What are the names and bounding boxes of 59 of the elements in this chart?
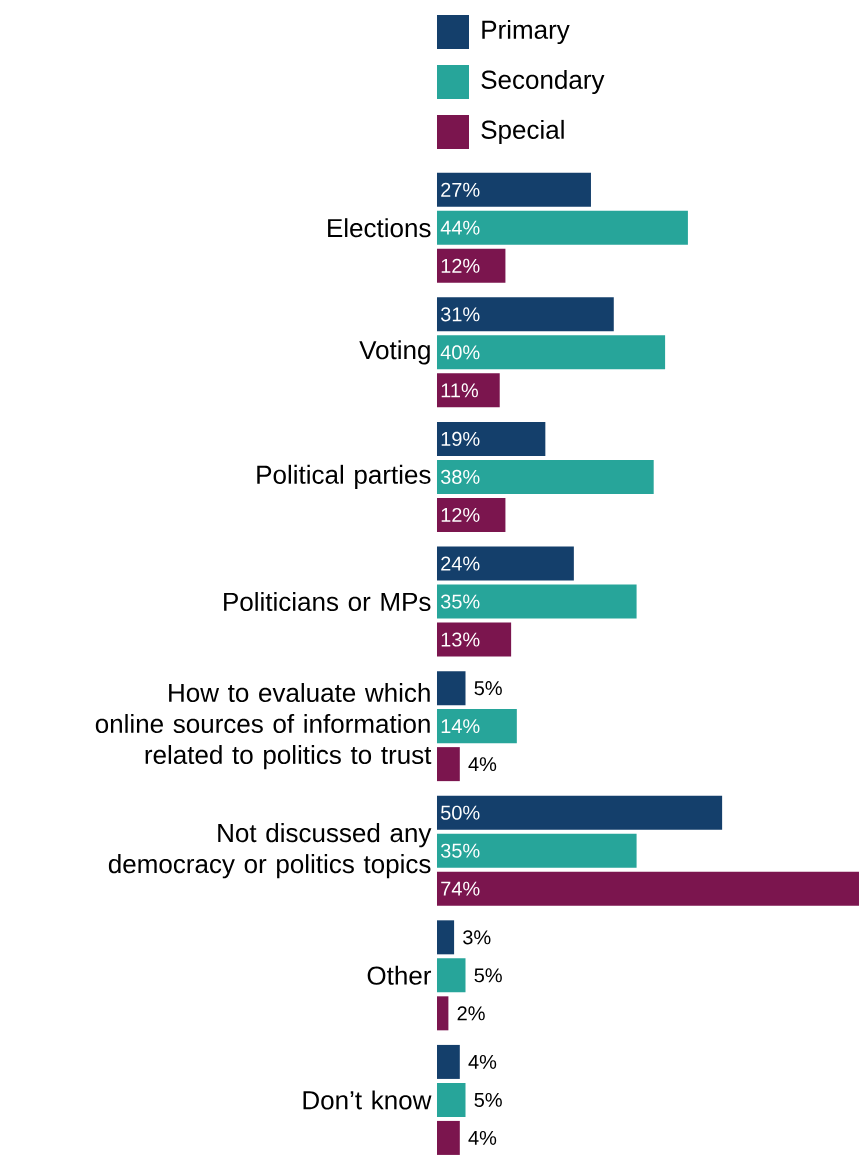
bar [436, 671, 466, 706]
data-label: 4% [468, 757, 497, 772]
y-tick-label: Voting [359, 340, 430, 365]
bar [436, 1044, 460, 1079]
data-label: 5% [474, 968, 502, 983]
data-label: 74% [441, 881, 480, 896]
bar [436, 747, 460, 782]
data-label: 13% [441, 632, 480, 647]
data-label: 4% [468, 1130, 497, 1145]
bar [436, 833, 637, 868]
legend-label: Secondary [481, 69, 605, 95]
bar [436, 1082, 466, 1117]
bar [436, 421, 546, 456]
data-label: 38% [440, 469, 480, 484]
y-tick-label: How to evaluate which online sources of information related to politics to trust [95, 683, 432, 770]
y-tick-label: Politicians or MPs [224, 591, 431, 612]
data-label: 35% [440, 843, 480, 858]
bar [436, 709, 517, 744]
y-tick-label: Elections [328, 218, 431, 238]
data-label: 14% [441, 719, 480, 734]
legend-label: Primary [482, 19, 570, 45]
bar [436, 297, 614, 332]
data-label: 31% [440, 307, 480, 322]
bar [436, 373, 500, 408]
data-label: 40% [440, 345, 480, 360]
bar [436, 459, 654, 494]
bar [436, 920, 455, 955]
data-label: 3% [463, 930, 491, 945]
data-label: 5% [474, 1092, 502, 1107]
data-label: 12% [441, 507, 480, 522]
bar [436, 497, 506, 532]
legend-label: Special [481, 119, 564, 145]
data-label: 11% [441, 383, 479, 398]
bar [436, 248, 506, 283]
bar [436, 335, 666, 370]
data-label: 24% [441, 556, 480, 571]
bar [436, 871, 859, 906]
bar [436, 958, 466, 993]
data-label: 4% [468, 1054, 497, 1069]
bar [436, 996, 449, 1031]
data-label: 5% [474, 681, 502, 696]
bar [436, 622, 512, 657]
data-label: 27% [441, 182, 480, 197]
data-label: 12% [441, 258, 480, 273]
data-label: 44% [440, 220, 480, 235]
y-tick-label: Political parties [257, 464, 431, 490]
y-tick-label: Not discussed any democracy or politics topics [108, 823, 432, 879]
bar [436, 584, 637, 619]
y-tick-label: Don’t know [303, 1090, 432, 1110]
data-label: 35% [440, 594, 480, 609]
data-label: 19% [441, 431, 480, 446]
bar [436, 795, 723, 830]
bar [436, 210, 688, 245]
y-tick-label: Other [367, 965, 432, 985]
data-label: 50% [440, 805, 480, 820]
data-label: 2% [457, 1006, 485, 1021]
bar [436, 1120, 460, 1155]
bar [436, 172, 591, 207]
bar [436, 546, 574, 581]
